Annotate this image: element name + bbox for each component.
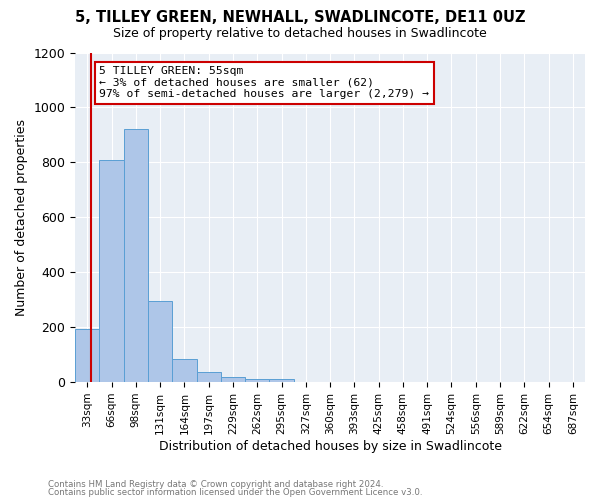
- Text: Contains HM Land Registry data © Crown copyright and database right 2024.: Contains HM Land Registry data © Crown c…: [48, 480, 383, 489]
- Bar: [75, 328, 100, 382]
- Text: 5, TILLEY GREEN, NEWHALL, SWADLINCOTE, DE11 0UZ: 5, TILLEY GREEN, NEWHALL, SWADLINCOTE, D…: [75, 10, 525, 25]
- Y-axis label: Number of detached properties: Number of detached properties: [15, 119, 28, 316]
- Bar: [100, 160, 124, 382]
- Bar: [148, 301, 172, 382]
- Bar: [221, 377, 245, 382]
- Text: Size of property relative to detached houses in Swadlincote: Size of property relative to detached ho…: [113, 28, 487, 40]
- Bar: [245, 379, 269, 382]
- Bar: [269, 380, 293, 382]
- Text: Contains public sector information licensed under the Open Government Licence v3: Contains public sector information licen…: [48, 488, 422, 497]
- Bar: [172, 359, 197, 382]
- Bar: [124, 130, 148, 382]
- X-axis label: Distribution of detached houses by size in Swadlincote: Distribution of detached houses by size …: [158, 440, 502, 452]
- Text: 5 TILLEY GREEN: 55sqm
← 3% of detached houses are smaller (62)
97% of semi-detac: 5 TILLEY GREEN: 55sqm ← 3% of detached h…: [100, 66, 430, 100]
- Bar: [197, 372, 221, 382]
